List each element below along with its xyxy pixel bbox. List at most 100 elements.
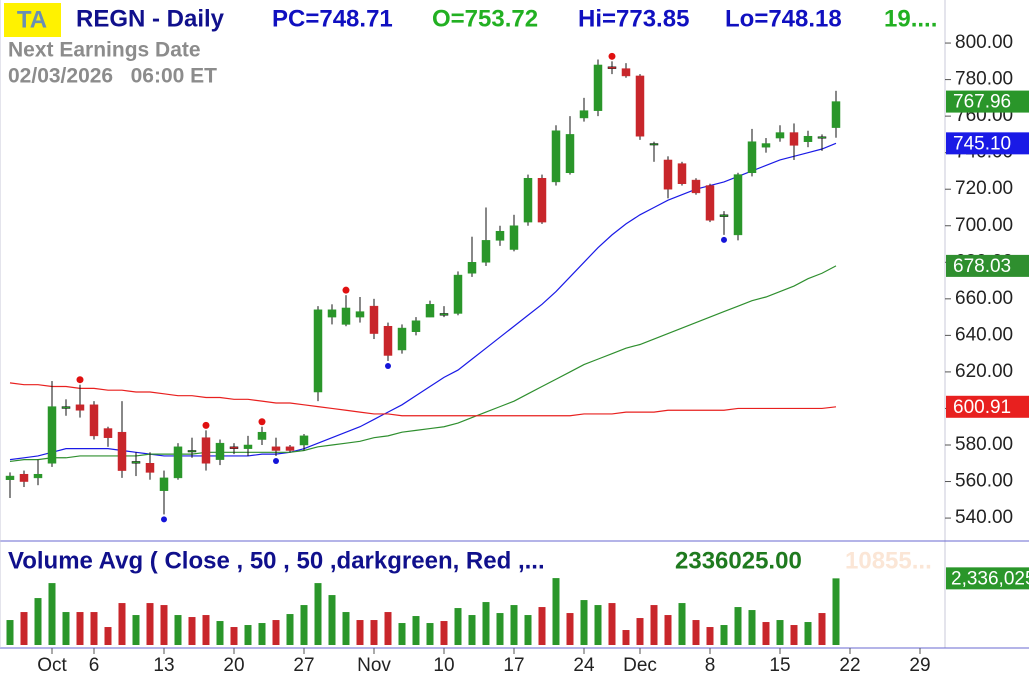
y-tick-label: 780.00 xyxy=(955,69,1013,90)
price-label-box xyxy=(946,254,1029,277)
volume-label: 2,336,025 xyxy=(951,568,1029,589)
volume-bar xyxy=(160,605,168,645)
y-tick-label: 560.00 xyxy=(955,471,1013,492)
candle-body xyxy=(663,159,673,190)
candle-body xyxy=(747,141,757,174)
candle-body xyxy=(593,64,603,111)
earnings-label: Next Earnings Date xyxy=(8,39,201,62)
x-tick-label: 6 xyxy=(89,655,100,676)
candle-body xyxy=(803,135,813,142)
volume-bar xyxy=(188,617,196,645)
candle-body xyxy=(453,274,463,314)
candle-body xyxy=(635,75,645,137)
high: Hi=773.85 xyxy=(578,5,689,32)
volume-bar xyxy=(328,595,336,645)
candle-body xyxy=(173,446,183,479)
candle-body xyxy=(397,327,407,351)
volume-bar xyxy=(118,603,126,645)
volume-bar xyxy=(272,620,280,645)
swing-high xyxy=(608,52,616,60)
candle-body xyxy=(789,132,799,146)
x-tick-label: 15 xyxy=(769,655,790,676)
candle-body xyxy=(831,101,841,128)
volume-title: Volume Avg ( Close , 50 , 50 ,darkgreen,… xyxy=(8,547,545,574)
candle-body xyxy=(243,444,253,449)
volume-bar xyxy=(440,621,448,645)
candle-body xyxy=(383,325,393,356)
candle-body xyxy=(257,431,267,440)
volume-bar xyxy=(790,625,798,645)
candle-body xyxy=(229,446,239,449)
volume-bar xyxy=(776,620,784,645)
volume-bar xyxy=(342,612,350,645)
y-tick-label: 620.00 xyxy=(955,361,1013,382)
volume-bar xyxy=(748,610,756,645)
open: O=753.72 xyxy=(432,5,538,32)
volume-bar xyxy=(216,621,224,645)
volume-bar xyxy=(314,583,322,645)
candle-body xyxy=(131,461,141,464)
candle-body xyxy=(355,311,365,318)
volume-avg: 10855... xyxy=(845,547,932,574)
swing-high xyxy=(258,418,266,426)
candle-body xyxy=(19,473,29,482)
candle-body xyxy=(733,174,743,236)
y-tick-label: 700.00 xyxy=(955,215,1013,236)
candle-body xyxy=(579,110,589,119)
volume-bar xyxy=(720,625,728,645)
volume-bar xyxy=(524,615,532,645)
candle-body xyxy=(299,435,309,446)
y-tick-label: 800.00 xyxy=(955,32,1013,53)
title: REGN - Daily xyxy=(76,5,225,32)
price-label: 767.96 xyxy=(953,92,1011,113)
x-tick-label: 10 xyxy=(433,655,454,676)
candle-body xyxy=(47,406,57,464)
candle-body xyxy=(509,225,519,250)
volume-bar xyxy=(580,600,588,645)
candle-body xyxy=(271,446,281,451)
x-tick-label: 13 xyxy=(153,655,174,676)
volume-bar xyxy=(202,615,210,645)
volume-bar xyxy=(20,612,28,645)
candle-body xyxy=(649,143,659,146)
candle-body xyxy=(341,307,351,325)
volume-bar xyxy=(538,607,546,645)
swing-low xyxy=(384,362,391,369)
volume-value: 2336025.00 xyxy=(675,547,802,574)
candle-body xyxy=(719,214,729,217)
swing-high xyxy=(202,421,210,429)
price-label-box xyxy=(946,90,1029,113)
volume-bar xyxy=(762,622,770,645)
x-tick-label: 29 xyxy=(909,655,930,676)
price-label-box xyxy=(946,132,1029,155)
volume-bar xyxy=(132,615,140,645)
x-tick-label: 24 xyxy=(573,655,595,676)
candle-body xyxy=(75,404,85,411)
candle-body xyxy=(411,320,421,332)
volume-bar xyxy=(566,613,574,645)
badge: TA xyxy=(17,6,47,33)
y-tick-label: 660.00 xyxy=(955,288,1013,309)
candle-body xyxy=(103,428,113,438)
y-tick-label: 580.00 xyxy=(955,434,1013,455)
swing-high xyxy=(76,376,84,384)
volume-bar xyxy=(804,622,812,645)
candle-body xyxy=(369,305,379,334)
volume-bar xyxy=(62,612,70,645)
price-label: 678.03 xyxy=(953,256,1011,277)
volume-bar xyxy=(636,618,644,645)
prev-close: PC=748.71 xyxy=(272,5,393,32)
candle-body xyxy=(215,442,225,460)
x-tick-label: Oct xyxy=(37,655,67,676)
candle-body xyxy=(621,68,631,77)
volume-bar xyxy=(678,603,686,645)
volume-bar xyxy=(384,612,392,645)
volume-bar xyxy=(104,627,112,645)
volume-bar xyxy=(510,605,518,645)
volume-bar xyxy=(496,613,504,645)
candle-body xyxy=(187,450,197,453)
volume-bar xyxy=(706,627,714,645)
earnings-date: 02/03/2026 06:00 ET xyxy=(8,65,217,88)
swing-low xyxy=(720,236,727,243)
